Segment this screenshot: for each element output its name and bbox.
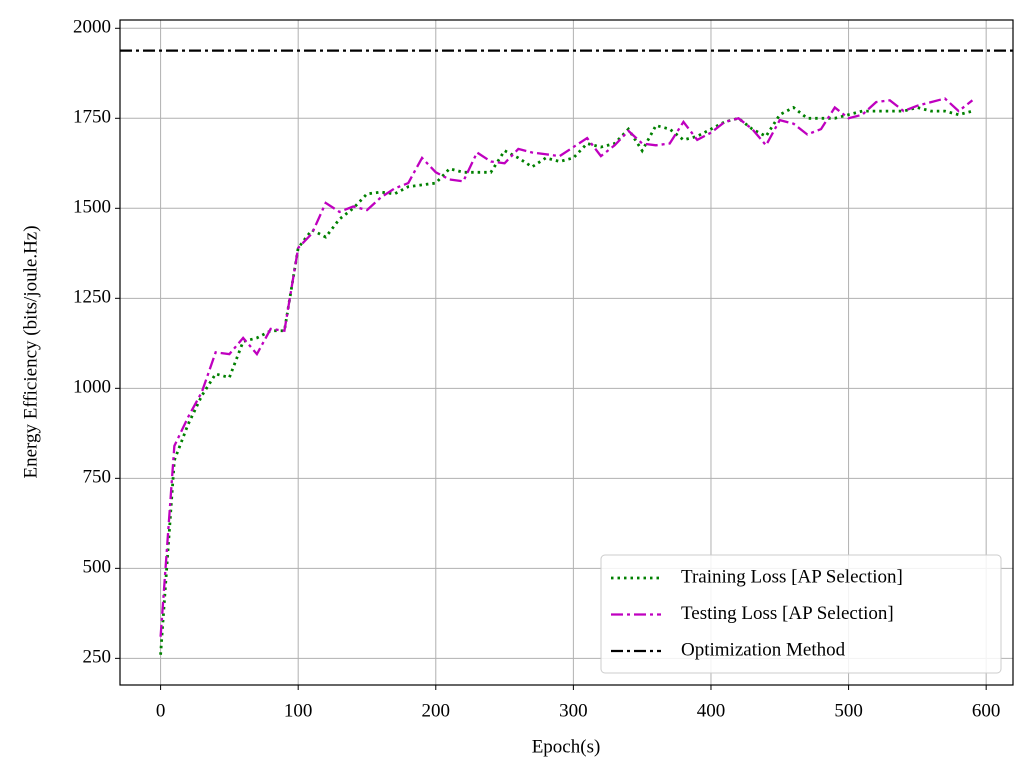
y-tick-label: 500 (83, 557, 112, 578)
x-axis-label: Epoch(s) (532, 736, 601, 757)
y-tick-label: 1750 (73, 107, 111, 128)
plot-frame (119, 19, 1014, 686)
y-tick-label: 750 (83, 467, 112, 488)
x-tick-label: 600 (972, 700, 1001, 721)
y-tick-label: 2000 (73, 17, 111, 38)
legend-label: Training Loss [AP Selection] (681, 566, 903, 587)
x-tick-label: 100 (284, 700, 313, 721)
x-tick-label: 400 (697, 700, 726, 721)
y-tick-label: 1000 (73, 377, 111, 398)
x-tick-label: 0 (156, 700, 166, 721)
legend-box (600, 554, 1002, 674)
line-series (159, 97, 974, 637)
x-tick-label: 300 (559, 700, 588, 721)
legend-label: Optimization Method (681, 639, 846, 660)
y-tick-label: 250 (83, 647, 112, 668)
y-tick-label: 1500 (73, 197, 111, 218)
legend-label: Testing Loss [AP Selection] (681, 603, 894, 624)
x-tick-label: 200 (422, 700, 451, 721)
y-tick-label: 1250 (73, 287, 111, 308)
x-tick-label: 500 (834, 700, 863, 721)
y-axis-label: Energy Efficiency (bits/joule.Hz) (20, 225, 41, 478)
